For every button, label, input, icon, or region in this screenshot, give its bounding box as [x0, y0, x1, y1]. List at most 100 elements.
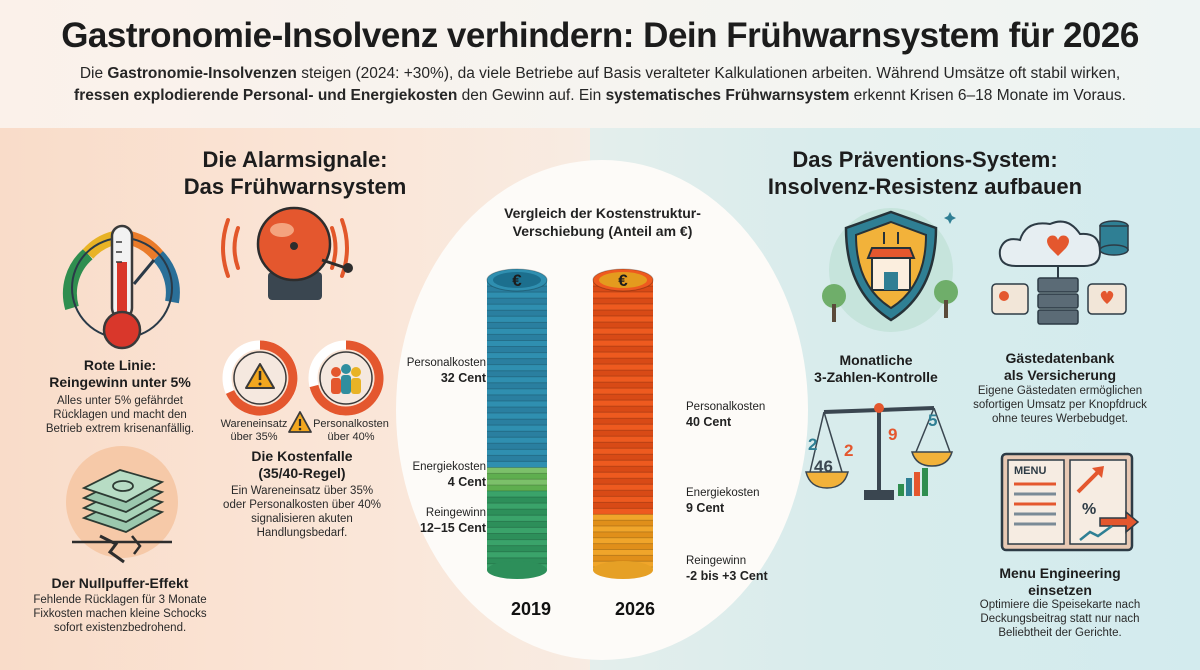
- coin-band-2026-personal: [593, 430, 653, 437]
- guest-database-title: Gästedatenbank als Versicherung: [1003, 350, 1117, 383]
- coin-band-2026-personal: [593, 394, 653, 401]
- coin-band-2019-personal: [487, 358, 547, 366]
- coin-band-2019-personal: [487, 394, 547, 402]
- coin-band-2026-energy: [593, 531, 653, 539]
- coin-band-2019-energy: [487, 467, 547, 474]
- coin-band-2019-personal: [487, 400, 547, 408]
- coin-band-2019-personal: [487, 413, 547, 420]
- shield-restaurant-icon: [822, 208, 958, 332]
- coin-band-2019-personal: [487, 437, 547, 444]
- coin-band-2019-personal: [487, 455, 547, 462]
- chart-title: Vergleich der Kostenstruktur- Verschiebun…: [504, 205, 701, 239]
- wareneinsatz-label: Wareneinsatz über 35%: [220, 418, 288, 443]
- coin-band-2019-personal: [487, 449, 547, 456]
- coin-band-2026-personal: [593, 304, 653, 311]
- euro-icon: €: [512, 271, 522, 290]
- coin-band-2019-personal: [487, 370, 547, 378]
- coin-band-2026-personal: [593, 448, 653, 455]
- coin-band-2019-energy: [487, 485, 547, 492]
- euro-disc-2026: [599, 272, 647, 288]
- coin-band-2019-profit: [487, 515, 547, 522]
- svg-text:%: %: [1082, 501, 1096, 518]
- coin-band-2019-personal: [487, 328, 547, 335]
- coin-band-2019-energy: [487, 473, 547, 480]
- coin-band-2026-personal: [593, 358, 653, 365]
- coin-band-2026-personal: [593, 472, 653, 479]
- kostenfalle-text: Ein Wareneinsatz über 35% oder Personalko…: [223, 485, 381, 539]
- coin-band-2019-personal: [487, 340, 547, 348]
- coin-band-2019-personal: [487, 310, 547, 317]
- coin-band-2019-personal: [487, 376, 547, 384]
- coin-band-2026-energy: [593, 549, 653, 556]
- alarm-bell-icon: [221, 206, 353, 300]
- coin-band-2019-profit: [487, 509, 547, 516]
- right-section-title: Das Präventions-System: Insolvenz-Resiste…: [767, 147, 1083, 199]
- coin-band-2019-personal: [487, 419, 547, 426]
- personal-label: Personalkosten über 40%: [313, 418, 389, 443]
- coin-band-2026-personal: [593, 292, 653, 299]
- page-title: Gastronomie-Insolvenz verhindern: Dein F…: [61, 16, 1139, 55]
- coin-band-2026-personal: [593, 496, 653, 503]
- coin-band-2019-profit: [487, 527, 547, 534]
- coin-band-2026-personal: [593, 424, 653, 431]
- coin-band-2026-personal: [593, 442, 653, 449]
- coin-band-2026-personal: [593, 382, 653, 389]
- guest-database-text: Eigene Gästedaten ermöglichen sofortigen …: [973, 385, 1147, 425]
- coin-band-2026-personal: [593, 400, 653, 407]
- coin-band-2019-personal: [487, 406, 547, 414]
- monthly-control-title: Monatliche 3-Zahlen-Kontrolle: [814, 352, 938, 385]
- coin-band-2019-personal: [487, 431, 547, 438]
- coin-band-2026-personal: [593, 502, 653, 509]
- coin-band-2026-personal: [593, 340, 653, 347]
- coin-band-2026-personal: [593, 478, 653, 485]
- thermometer-gauge-icon: [62, 224, 180, 350]
- label-2026-profit: Reingewinn -2 bis +3 Cent: [686, 555, 768, 583]
- scale-number-5: 46: [814, 457, 833, 476]
- scale-number-2: 2: [844, 441, 853, 460]
- label-2026-personal: Personalkosten 40 Cent: [686, 401, 766, 429]
- label-2019-energy: Energiekosten 4 Cent: [412, 461, 486, 489]
- coin-band-2019-profit: [487, 490, 547, 498]
- left-section-title: Die Alarmsignale: Das Frühwarnsystem: [183, 147, 407, 199]
- red-line-title: Rote Linie: Reingewinn unter 5%: [49, 357, 191, 390]
- coin-band-2019-personal: [487, 298, 547, 305]
- label-2026-energy: Energiekosten 9 Cent: [686, 487, 760, 515]
- staff-donut-icon: [308, 340, 384, 416]
- coin-band-2026-personal: [593, 490, 653, 497]
- coin-band-2026-personal: [593, 484, 653, 491]
- scale-number-4: 5: [928, 411, 937, 430]
- coin-band-2019-personal: [487, 382, 547, 390]
- cloud-database-icon: [991, 220, 1129, 325]
- coin-band-2026-personal: [593, 418, 653, 425]
- euro-icon: €: [618, 271, 628, 290]
- coin-band-2026-personal: [593, 334, 653, 341]
- coin-band-2019-profit: [487, 496, 547, 504]
- coin-band-2026-personal: [593, 370, 653, 377]
- money-stack-icon: [66, 446, 178, 564]
- coin-band-2019-personal: [487, 443, 547, 450]
- coin-band-2026-personal: [593, 454, 653, 461]
- coin-band-2019-personal: [487, 316, 547, 323]
- coin-bottom-2019: [487, 561, 547, 579]
- warning-triangle-icon: [288, 411, 312, 433]
- coin-band-2019-profit: [487, 545, 547, 553]
- coin-band-2019-profit: [487, 539, 547, 547]
- coin-band-2026-personal: [593, 412, 653, 419]
- coin-band-2019-profit: [487, 521, 547, 528]
- kostenfalle-title: Die Kostenfalle (35/40-Regel): [251, 448, 353, 481]
- coin-band-2026-personal: [593, 316, 653, 323]
- coin-band-2019-personal: [487, 322, 547, 329]
- coin-band-2026-personal: [593, 322, 653, 329]
- year-2026-label: 2026: [615, 599, 656, 619]
- coin-band-2019-personal: [487, 352, 547, 360]
- coin-band-2026-personal: [593, 310, 653, 317]
- euro-disc-2019: [493, 272, 541, 288]
- coin-band-2026-personal: [593, 436, 653, 443]
- coin-band-2026-personal: [593, 406, 653, 413]
- intro-text: Die Gastronomie-Insolvenzen steigen (202…: [74, 65, 1126, 104]
- coin-band-2019-personal: [487, 364, 547, 372]
- coin-band-2026-energy: [593, 520, 653, 527]
- menu-word: MENU: [1014, 465, 1046, 477]
- label-2019-profit: Reingewinn 12–15 Cent: [419, 507, 486, 535]
- year-2019-label: 2019: [511, 599, 552, 619]
